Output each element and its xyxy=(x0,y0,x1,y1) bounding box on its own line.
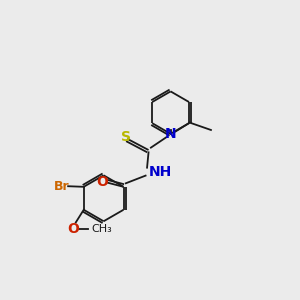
Text: NH: NH xyxy=(148,165,172,179)
Text: N: N xyxy=(165,127,176,141)
Text: S: S xyxy=(121,130,131,144)
Text: O: O xyxy=(67,222,79,236)
Text: CH₃: CH₃ xyxy=(91,224,112,234)
Text: Br: Br xyxy=(54,180,69,193)
Text: O: O xyxy=(96,176,108,189)
